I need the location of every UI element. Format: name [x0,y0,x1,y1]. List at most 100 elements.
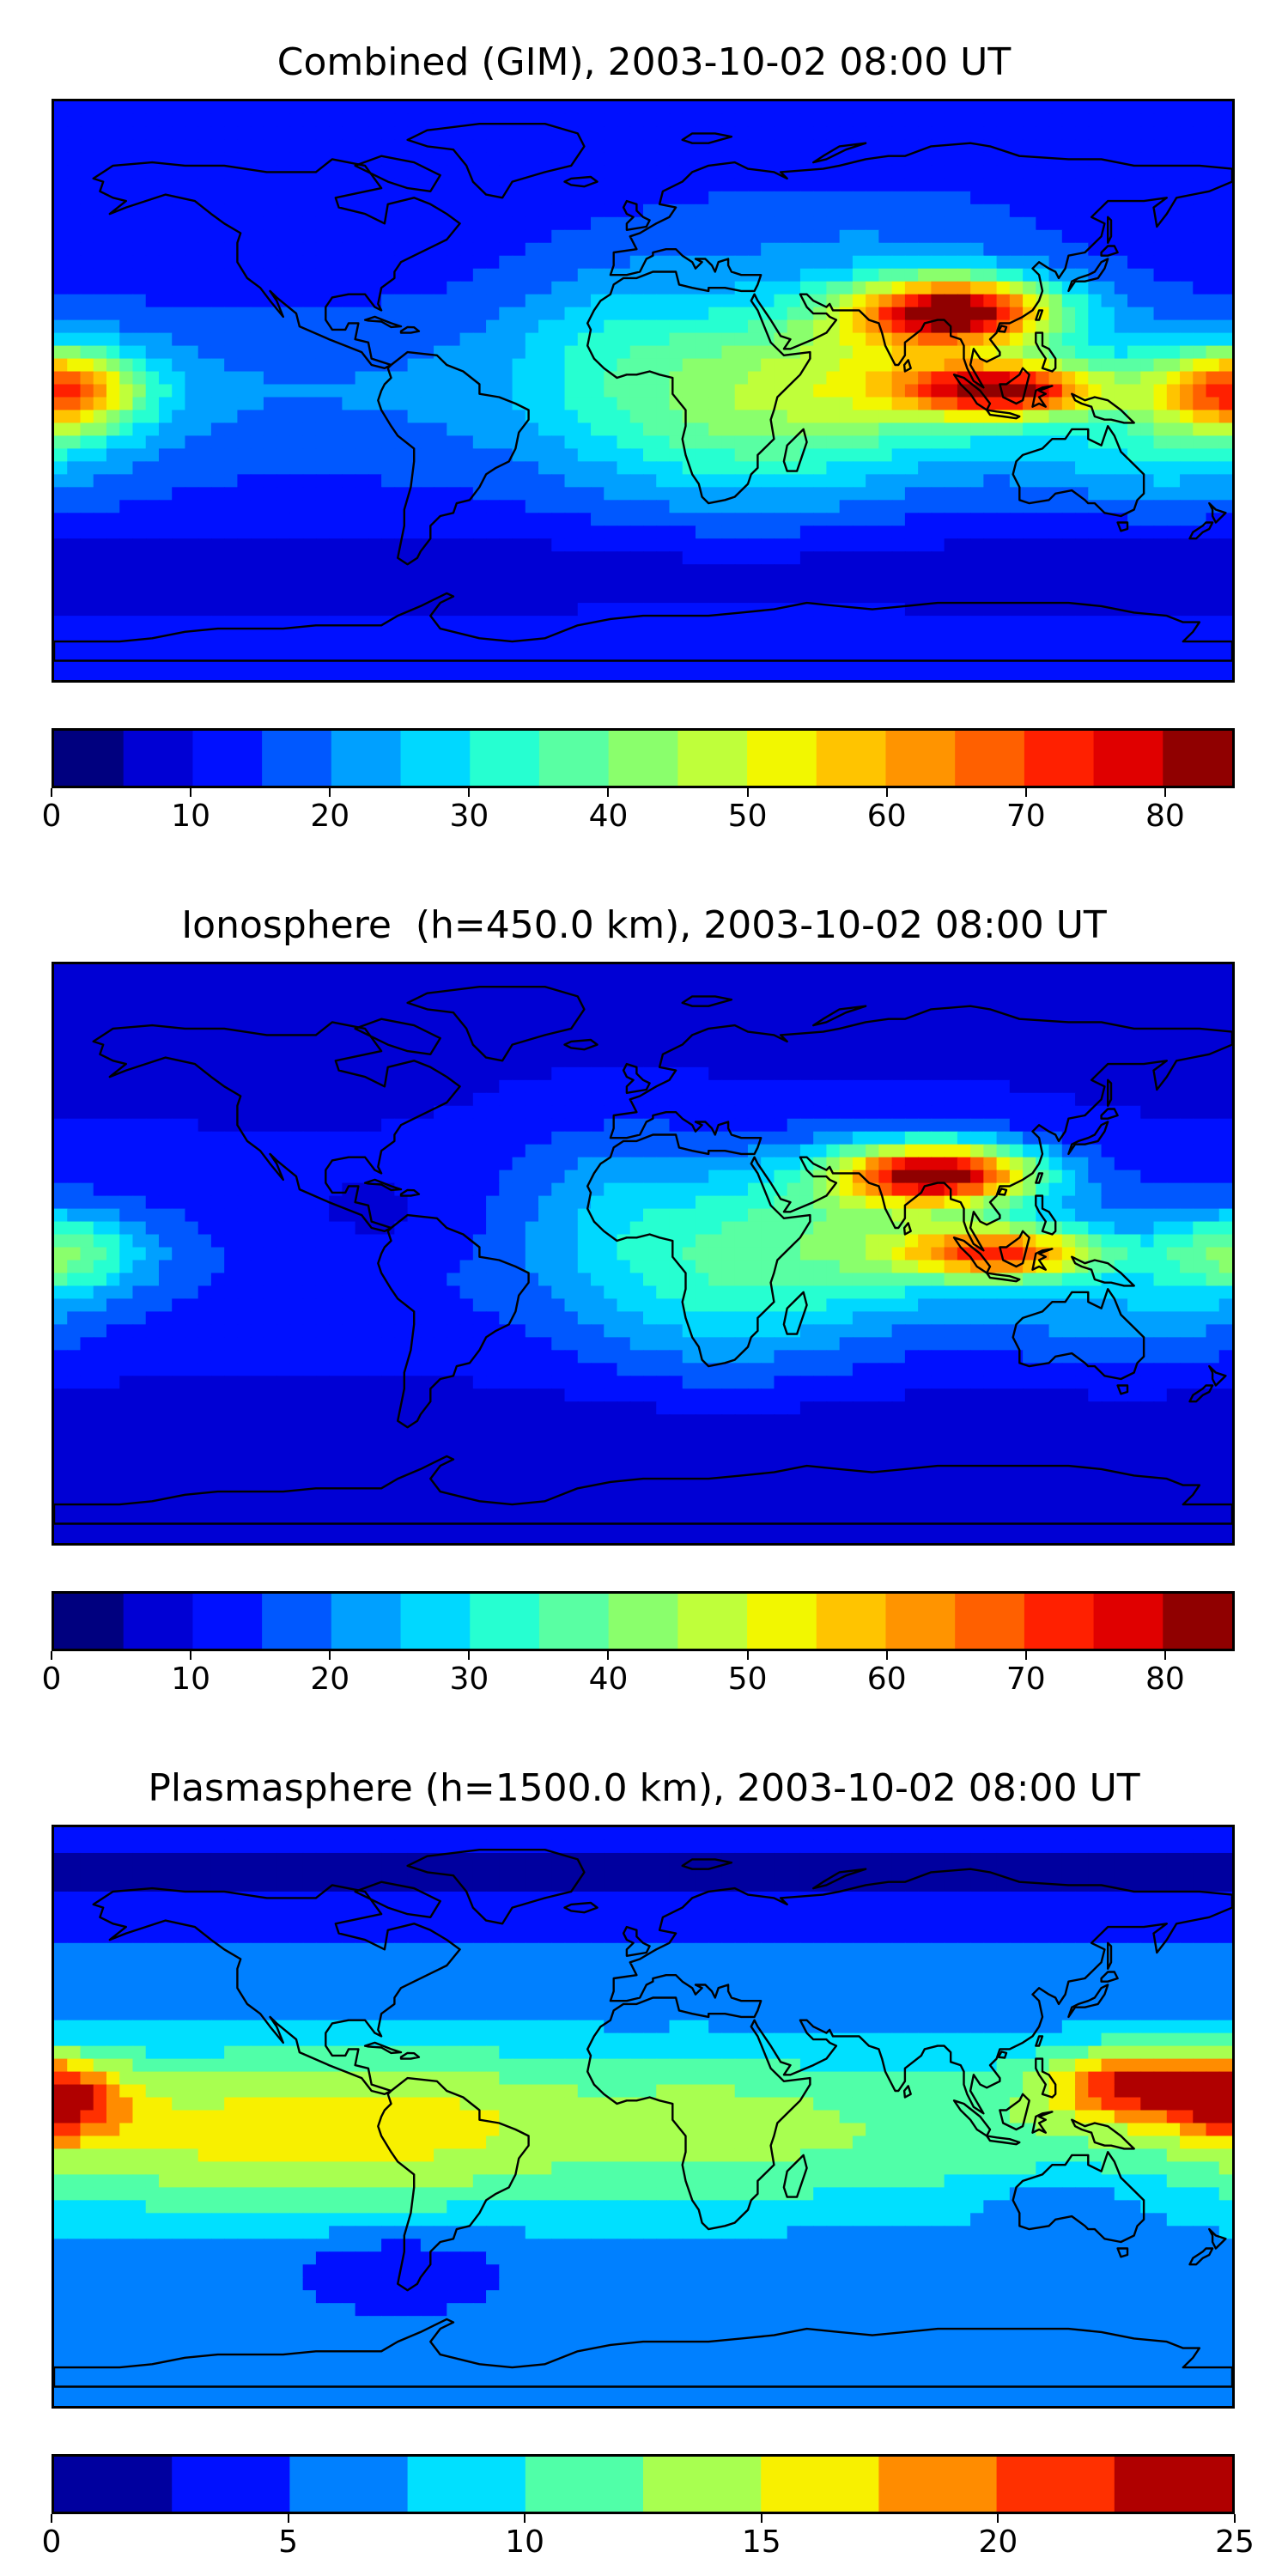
field-cell [132,139,147,154]
field-cell [761,474,775,489]
field-cell [54,964,69,978]
field-cell [132,126,147,141]
field-cell [878,281,893,295]
field-cell [434,1002,448,1017]
field-cell [289,641,304,655]
field-cell [904,294,919,308]
field-cell [787,1079,801,1094]
field-cell [866,1002,880,1017]
field-cell [1193,113,1207,128]
field-cell [381,603,396,617]
field-cell [224,513,239,527]
field-cell [289,268,304,283]
field-cell [434,1015,448,1030]
colorbar-segment [677,731,748,786]
field-cell [158,319,173,334]
field-cell [67,165,82,179]
field-cell [486,113,501,128]
field-cell [1075,191,1090,205]
field-cell [643,564,658,578]
field-cell [315,1041,330,1055]
field-cell [250,1015,264,1030]
field-cell [447,229,461,244]
field-cell [931,255,945,270]
field-cell [185,422,199,437]
field-cell [145,435,160,450]
field-cell [787,513,801,527]
field-cell [957,113,971,128]
field-cell [799,1028,814,1042]
field-cell [577,989,592,1004]
field-cell [1206,474,1220,489]
field-cell [695,307,710,321]
field-cell [604,165,618,179]
field-cell [826,513,841,527]
field-cell [1101,281,1115,295]
field-cell [1218,989,1232,1004]
field-cell [355,526,369,540]
field-cell [1180,551,1194,565]
field-cell [826,371,841,386]
field-cell [185,384,199,398]
field-cell [695,113,710,128]
field-cell [250,667,264,680]
field-cell [774,139,788,154]
field-cell [342,101,356,115]
field-cell [93,397,107,411]
field-cell [93,281,107,295]
field-cell [237,964,252,978]
field-cell [695,139,710,154]
field-cell [486,216,501,231]
field-cell [93,152,107,167]
field-cell [799,500,814,514]
field-cell [813,641,828,655]
field-cell [721,474,736,489]
field-cell [604,513,618,527]
field-cell [983,551,998,565]
field-cell [119,319,134,334]
field-cell [866,474,880,489]
field-cell [721,371,736,386]
panel2-map [52,962,1235,1546]
field-cell [918,397,933,411]
field-cell [1180,410,1194,424]
field-cell [407,307,422,321]
field-cell [656,641,671,655]
field-cell [799,371,814,386]
field-cell [1088,500,1103,514]
field-cell [276,332,291,347]
field-cell [263,204,277,218]
field-cell [342,629,356,642]
field-cell [1023,976,1037,991]
field-cell [237,577,252,591]
field-cell [970,255,985,270]
field-cell [813,461,828,476]
field-cell [447,294,461,308]
field-cell [276,113,291,128]
field-cell [289,397,304,411]
field-cell [368,538,382,553]
field-cell [708,590,723,604]
field-cell [983,216,998,231]
field-cell [564,319,579,334]
field-cell [1153,126,1168,141]
field-cell [342,410,356,424]
field-cell [1009,551,1024,565]
field-cell [67,964,82,978]
field-cell [944,513,958,527]
field-cell [67,577,82,591]
field-cell [604,629,618,642]
field-cell [237,616,252,629]
field-cell [695,667,710,680]
field-cell [747,294,762,308]
field-cell [734,165,749,179]
field-cell [708,629,723,642]
field-cell [1036,126,1050,141]
field-cell [1193,152,1207,167]
field-cell [747,564,762,578]
field-cell [1061,1002,1076,1017]
field-cell [420,487,434,501]
field-cell [551,191,566,205]
field-cell [1088,538,1103,553]
field-cell [682,616,696,629]
